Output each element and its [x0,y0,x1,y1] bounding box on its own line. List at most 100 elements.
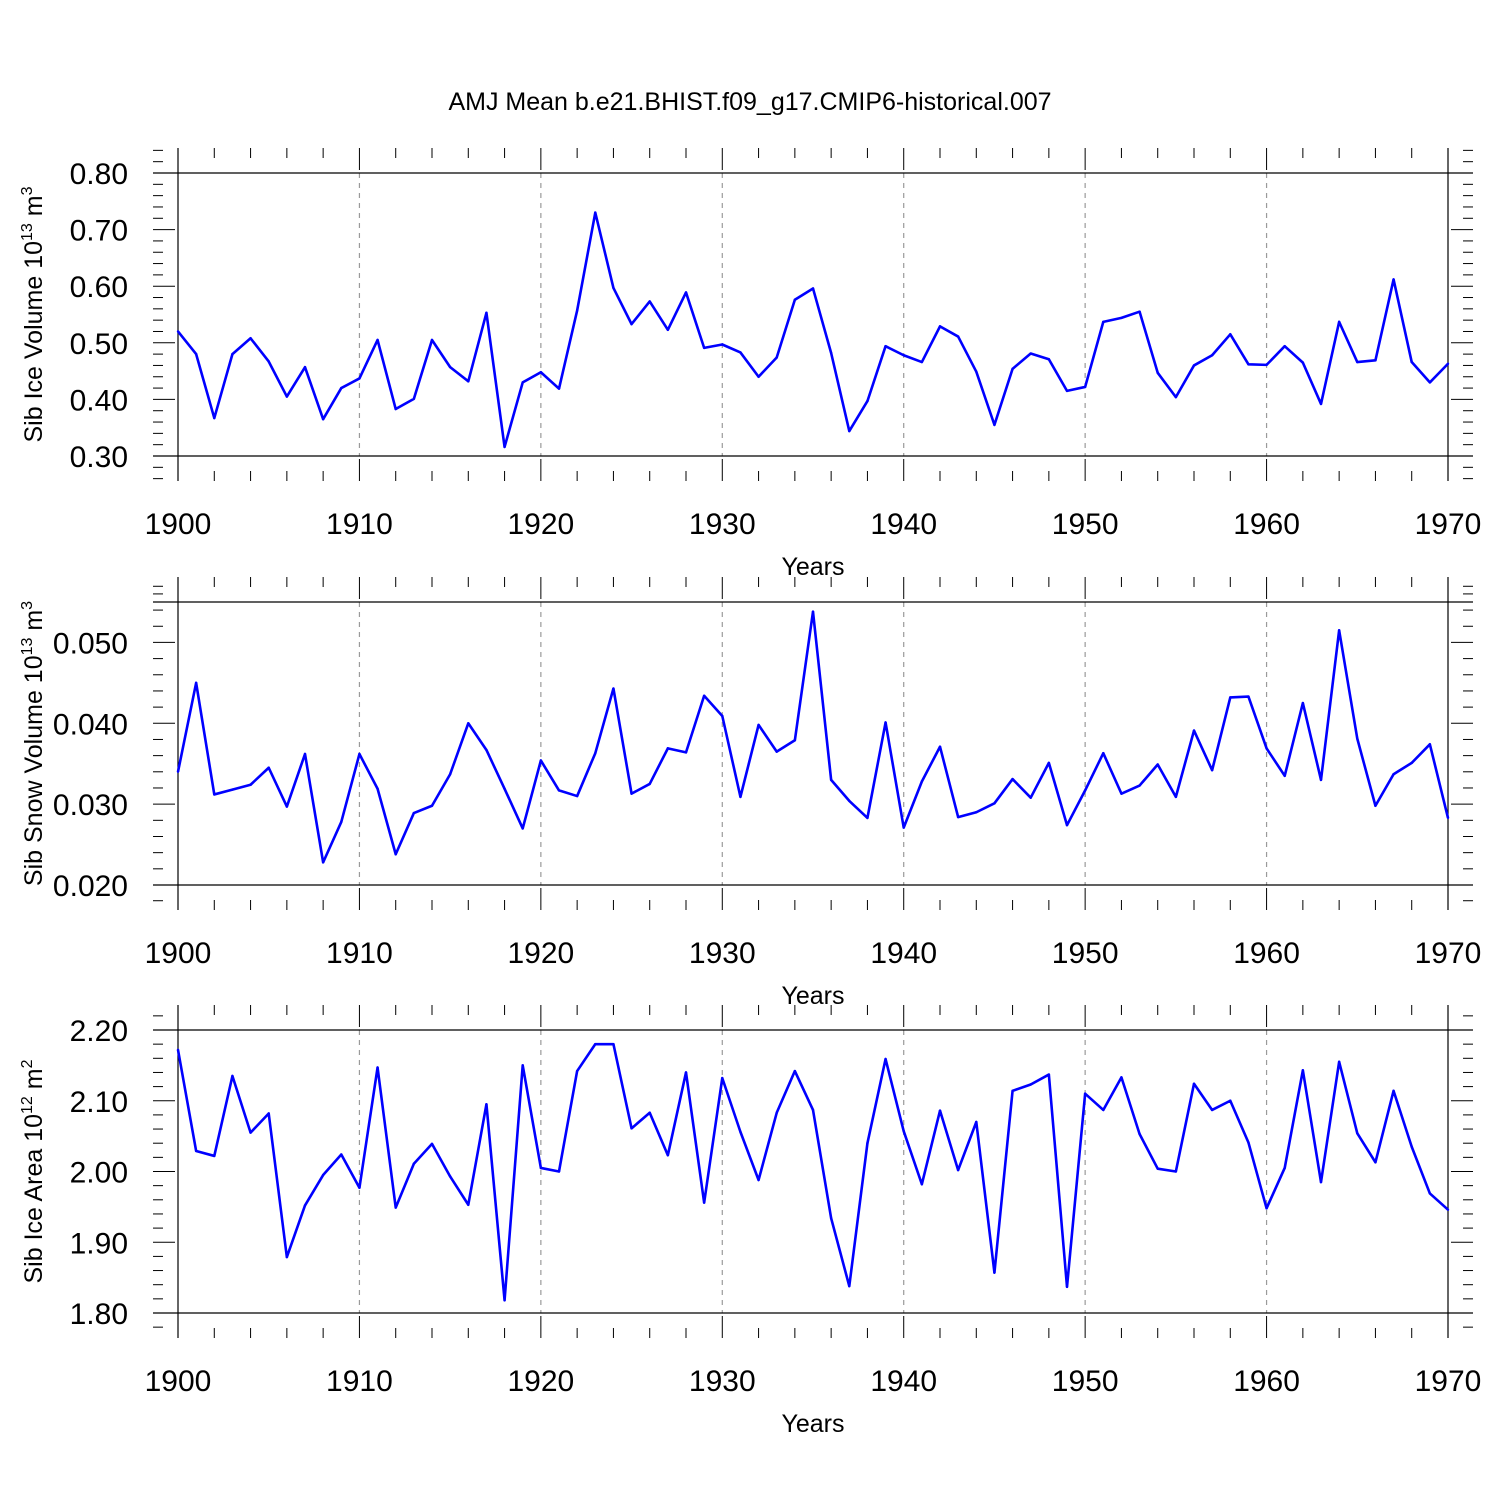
y-tick-label: 0.70 [70,215,128,248]
data-point [467,380,470,383]
data-point [1301,1069,1305,1072]
data-point [321,418,325,421]
x-tick-label: 1940 [870,1365,937,1398]
data-point [866,399,869,403]
x-tick-label: 1970 [1415,937,1482,970]
data-point [612,687,615,690]
data-point [1374,359,1377,362]
x-axis-title: Years [781,982,844,1010]
data-point [539,1166,543,1170]
x-tick-label: 1910 [326,1365,393,1398]
data-point [1428,381,1432,384]
data-point [340,1153,343,1156]
data-point [793,298,797,301]
data-point [956,815,960,819]
data-point [249,337,252,340]
data-point [920,360,924,364]
data-point [430,804,434,807]
y-axis-title-unit: m [20,1068,48,1096]
y-axis-title-text: Sib Ice Volume 10 [20,241,48,443]
data-point [1138,310,1141,313]
data-point [1174,1170,1178,1173]
x-tick-label: 1920 [507,1365,574,1398]
data-point [1047,761,1051,765]
data-point [1156,1167,1159,1170]
data-point [739,795,742,799]
data-point [594,1042,597,1046]
data-point [848,799,851,803]
data-point [938,1109,942,1112]
data-point [938,325,942,328]
data-point [866,816,869,820]
data-point [231,1074,234,1078]
data-point [793,1069,797,1073]
data-point [267,1112,270,1115]
x-tick-label: 1970 [1415,1365,1482,1398]
data-point [503,445,506,449]
data-point [539,759,543,762]
data-point [448,365,452,369]
data-point [249,783,252,786]
data-point [975,370,978,373]
data-point [557,387,561,390]
data-point [303,1204,307,1207]
y-axis-title-unit-exponent: 2 [19,1059,36,1068]
data-point [394,1206,397,1209]
data-point [1047,1073,1051,1076]
data-point [1392,278,1395,281]
data-point [358,377,361,380]
data-point [1120,792,1123,795]
data-point [521,1064,524,1067]
x-tick-label: 1940 [870,508,937,541]
data-point [1319,778,1323,782]
data-point [1283,774,1286,778]
data-point [630,792,633,795]
data-point [1174,795,1178,799]
y-axis-title-unit-exponent: 3 [19,186,36,195]
panel-snow-volume: 0.020 0.030 0.040 0.050 1900 1910 1920 1930 1940… [19,577,1481,1010]
panel-ice-area: 1.80 1.90 2.00 2.10 2.20 1900 1910 1920 1930 1940… [19,1005,1481,1438]
data-point [1229,696,1232,699]
data-point [975,811,978,814]
data-point [176,1048,180,1052]
x-tick-label: 1960 [1233,937,1300,970]
x-tick-label: 1900 [145,937,212,970]
data-point [485,1103,488,1106]
data-point [412,811,416,815]
panel-ice-volume: 0.30 0.40 0.50 0.60 0.70 0.80 1900 1910 1920 1930… [19,148,1481,581]
data-point [1210,1108,1214,1112]
data-point [1083,1092,1087,1095]
data-point [811,1108,815,1112]
data-point [1356,1132,1359,1135]
data-point [303,365,307,369]
data-point [1410,761,1413,765]
data-point [1428,743,1432,746]
data-point [884,344,887,348]
data-point [902,826,905,829]
data-point [884,721,887,724]
x-axis-title: Years [781,1410,844,1438]
data-point [1446,362,1450,365]
data-point [1247,363,1250,366]
data-point [1011,777,1014,781]
x-axis-title: Years [781,553,844,581]
data-point [1011,1089,1014,1093]
data-point [394,407,397,411]
data-point [267,766,270,769]
data-point [920,780,924,783]
data-point [1247,1141,1250,1144]
y-tick-label: 0.60 [70,271,128,304]
data-point [430,1142,434,1146]
data-point [775,1111,778,1114]
data-point [412,397,416,401]
data-point [793,739,797,742]
x-tick-label: 1920 [507,508,574,541]
data-point [412,1162,416,1165]
data-point [213,793,216,796]
data-point [1120,316,1123,320]
data-point [249,1131,252,1134]
data-point [1410,360,1413,364]
y-axis-title: Sib Ice Volume 1013 m3 [19,186,48,442]
